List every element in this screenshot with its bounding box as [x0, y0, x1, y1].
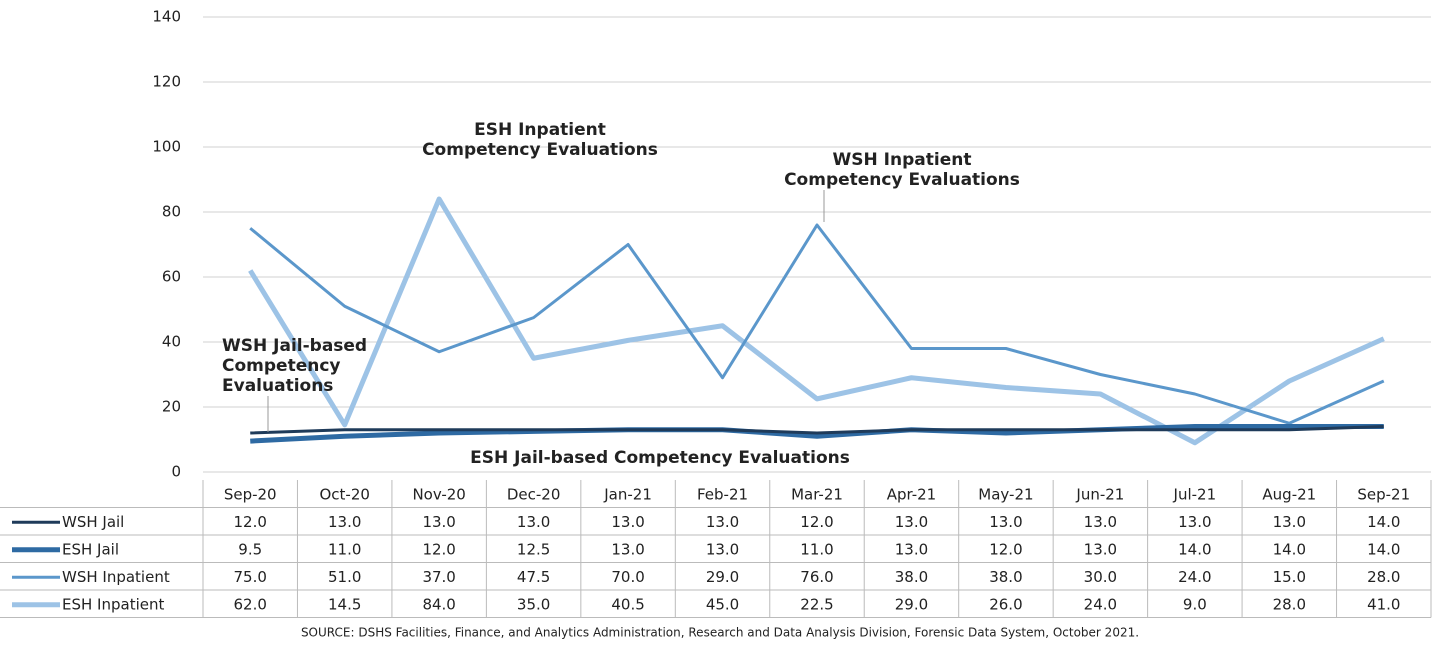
table-value: 29.0: [895, 595, 928, 613]
annotation: ESH Inpatient: [474, 120, 606, 140]
table-value: 45.0: [706, 595, 739, 613]
y-tick-label: 120: [152, 73, 181, 91]
table-value: 9.5: [238, 540, 262, 558]
annotation: Competency Evaluations: [422, 140, 658, 160]
table-value: 13.0: [989, 513, 1022, 531]
table-value: 11.0: [800, 540, 833, 558]
table-value: 13.0: [517, 513, 550, 531]
table-value: 13.0: [895, 513, 928, 531]
table-value: 30.0: [1084, 568, 1117, 586]
x-tick-label: Feb-21: [697, 485, 748, 503]
table-value: 13.0: [706, 513, 739, 531]
table-value: 13.0: [611, 540, 644, 558]
table-value: 14.5: [328, 595, 361, 613]
x-tick-label: Sep-21: [1357, 485, 1410, 503]
table-value: 13.0: [422, 513, 455, 531]
series-line: [250, 425, 1384, 435]
y-tick-label: 80: [162, 203, 181, 221]
table-value: 24.0: [1084, 595, 1117, 613]
table-value: 29.0: [706, 568, 739, 586]
table-value: 47.5: [517, 568, 550, 586]
table-value: 37.0: [422, 568, 455, 586]
table-value: 62.0: [234, 595, 267, 613]
table-value: 13.0: [1084, 513, 1117, 531]
table-value: 14.0: [1178, 540, 1211, 558]
y-tick-label: 0: [171, 463, 181, 481]
annotation: Competency: [222, 356, 341, 376]
table-value: 11.0: [328, 540, 361, 558]
series-line: [248, 196, 1385, 446]
table-value: 38.0: [989, 568, 1022, 586]
table-value: 76.0: [800, 568, 833, 586]
annotation: ESH Jail-based Competency Evaluations: [470, 448, 850, 468]
x-tick-label: Aug-21: [1262, 485, 1316, 503]
x-tick-label: Jan-21: [603, 485, 652, 503]
table-value: 28.0: [1273, 595, 1306, 613]
x-tick-label: Jul-21: [1173, 485, 1217, 503]
y-tick-label: 40: [162, 333, 181, 351]
table-value: 12.0: [422, 540, 455, 558]
legend-label: ESH Inpatient: [62, 595, 164, 613]
table-value: 13.0: [1178, 513, 1211, 531]
table-value: 41.0: [1367, 595, 1400, 613]
table-value: 40.5: [611, 595, 644, 613]
series-line: [249, 223, 1385, 425]
table-value: 38.0: [895, 568, 928, 586]
y-tick-label: 140: [152, 8, 181, 26]
table-value: 13.0: [1084, 540, 1117, 558]
table-value: 24.0: [1178, 568, 1211, 586]
table-value: 12.5: [517, 540, 550, 558]
table-value: 35.0: [517, 595, 550, 613]
legend-label: ESH Jail: [62, 540, 119, 558]
annotation: WSH Jail-based: [222, 336, 367, 356]
y-tick-label: 20: [162, 398, 181, 416]
table-value: 12.0: [234, 513, 267, 531]
source: SOURCE: DSHS Facilities, Finance, and An…: [301, 626, 1139, 640]
annotation: Competency Evaluations: [784, 170, 1020, 190]
legend-label: WSH Inpatient: [62, 568, 170, 586]
table-value: 13.0: [895, 540, 928, 558]
series-line: [250, 424, 1384, 444]
table-value: 75.0: [234, 568, 267, 586]
annotation: WSH Inpatient: [833, 150, 972, 170]
table-value: 14.0: [1367, 513, 1400, 531]
table-value: 12.0: [989, 540, 1022, 558]
table-value: 26.0: [989, 595, 1022, 613]
x-tick-label: Nov-20: [412, 485, 465, 503]
x-tick-label: Sep-20: [224, 485, 277, 503]
legend-label: WSH Jail: [62, 513, 124, 531]
table-value: 51.0: [328, 568, 361, 586]
table-value: 13.0: [1273, 513, 1306, 531]
y-tick-label: 100: [152, 138, 181, 156]
table-value: 28.0: [1367, 568, 1400, 586]
table-value: 9.0: [1183, 595, 1207, 613]
table-value: 22.5: [800, 595, 833, 613]
x-tick-label: Oct-20: [319, 485, 369, 503]
table-value: 14.0: [1273, 540, 1306, 558]
x-tick-label: May-21: [978, 485, 1033, 503]
table-value: 14.0: [1367, 540, 1400, 558]
annotation: Evaluations: [222, 376, 333, 396]
table-value: 13.0: [328, 513, 361, 531]
table-value: 15.0: [1273, 568, 1306, 586]
table-value: 12.0: [800, 513, 833, 531]
x-tick-label: Mar-21: [791, 485, 843, 503]
x-tick-label: Jun-21: [1075, 485, 1124, 503]
table-value: 13.0: [706, 540, 739, 558]
x-tick-label: Apr-21: [887, 485, 937, 503]
table-value: 70.0: [611, 568, 644, 586]
y-tick-label: 60: [162, 268, 181, 286]
x-tick-label: Dec-20: [507, 485, 561, 503]
table-value: 13.0: [611, 513, 644, 531]
table-value: 84.0: [422, 595, 455, 613]
